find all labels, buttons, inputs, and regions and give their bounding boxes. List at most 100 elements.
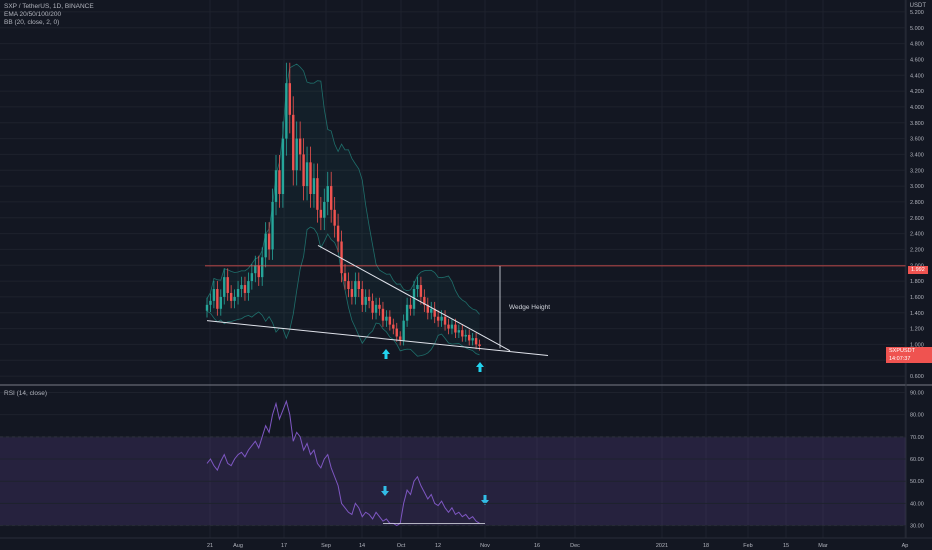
candle-up: [295, 138, 298, 171]
candle-up: [402, 320, 405, 341]
price-tick-label: 4.400: [910, 73, 924, 79]
price-tick-label: 1.400: [910, 311, 924, 317]
candle-down: [226, 277, 229, 293]
bb-legend[interactable]: BB (20, close, 2, 0): [4, 19, 60, 26]
price-tag-time: 14:07:37: [889, 356, 911, 362]
time-tick-label: 21: [207, 543, 213, 549]
rsi-tick-label: 30.00: [910, 524, 924, 530]
candle-down: [423, 296, 426, 305]
time-tick-label: 16: [534, 543, 540, 549]
rsi-tick-label: 80.00: [910, 413, 924, 419]
time-tick-label: 2021: [656, 543, 668, 549]
candle-down: [399, 336, 402, 341]
down-arrow-icon: [381, 486, 389, 496]
candle-up: [250, 273, 254, 282]
candle-down: [243, 285, 247, 293]
candle-up: [457, 330, 461, 333]
candle-up: [223, 277, 226, 297]
rsi-tick-label: 50.00: [910, 479, 924, 485]
up-arrow-icon-shape: [382, 349, 390, 359]
candle-down: [443, 316, 447, 325]
candle-up: [271, 201, 274, 250]
symbol-title[interactable]: SXP / TetherUS, 1D, BINANCE: [4, 3, 94, 10]
candle-up: [430, 308, 433, 313]
price-tick-label: 5.200: [910, 10, 924, 16]
candle-down: [333, 209, 336, 226]
time-tick-label: 15: [783, 543, 789, 549]
candle-up: [254, 265, 257, 274]
candle-up: [205, 304, 209, 311]
candle-up: [354, 281, 357, 297]
ema-legend[interactable]: EMA 20/50/100/200: [4, 11, 62, 18]
candle-down: [257, 265, 260, 278]
time-tick-label: 17: [281, 543, 287, 549]
rsi-line: [206, 399, 480, 527]
candle-down: [288, 83, 291, 115]
rsi-legend[interactable]: RSI (14, close): [4, 390, 47, 397]
candle-down: [447, 324, 450, 329]
time-tick-label: 18: [703, 543, 709, 549]
candle-down: [298, 138, 302, 155]
candle-up: [264, 233, 267, 258]
price-tick-label: 2.400: [910, 232, 924, 238]
price-tick-label: 4.800: [910, 42, 924, 48]
drawings: [205, 245, 906, 505]
candle-up: [219, 296, 222, 309]
rsi-tick-label: 40.00: [910, 501, 924, 507]
price-tick-label: 4.000: [910, 105, 924, 111]
candle-down: [319, 209, 323, 218]
candle-down: [278, 170, 281, 194]
candle-down: [309, 162, 312, 194]
candle-up: [323, 201, 326, 218]
candle-down: [468, 334, 471, 341]
time-tick-label: 14: [359, 543, 365, 549]
wedge-lower-line: [206, 320, 549, 356]
candle-down: [433, 308, 436, 317]
bb-fill: [207, 64, 480, 357]
time-tick-label: Oct: [397, 543, 406, 549]
up-arrow-icon: [476, 362, 484, 372]
candle-down: [340, 241, 343, 274]
candle-up: [326, 186, 329, 202]
candle-up: [247, 281, 250, 293]
candle-up: [464, 334, 467, 337]
price-tick-label: 3.400: [910, 152, 924, 158]
price-tick-label: 2.800: [910, 200, 924, 206]
candle-up: [405, 304, 409, 321]
bollinger-bands: [206, 63, 480, 357]
price-tick-label: 5.000: [910, 26, 924, 32]
candle-up: [385, 316, 388, 321]
price-tick-label: 2.600: [910, 216, 924, 222]
candle-up: [364, 296, 367, 305]
candle-up: [285, 83, 288, 139]
price-unit: USDT: [909, 3, 926, 9]
down-arrow-icon-shape: [481, 495, 489, 505]
up-arrow-icon-shape: [476, 362, 484, 372]
candle-down: [302, 154, 305, 187]
time-tick-label: Ap: [902, 543, 909, 549]
candle-up: [233, 296, 236, 301]
price-tick-label: 2.200: [910, 247, 924, 253]
down-arrow-icon-shape: [381, 486, 389, 496]
candle-down: [388, 316, 392, 325]
candle-up: [440, 316, 443, 321]
up-arrow-icon: [382, 349, 390, 359]
candle-down: [267, 233, 271, 250]
candle-down: [361, 289, 364, 305]
candle-down: [330, 186, 333, 210]
price-tick-label: 3.600: [910, 137, 924, 143]
price-tick-label: 4.600: [910, 57, 924, 63]
wedge-upper-line: [317, 245, 511, 352]
candle-down: [395, 328, 398, 337]
time-tick-label: Mar: [818, 543, 828, 549]
candle-up: [412, 289, 416, 309]
price-tick-label: 4.200: [910, 89, 924, 95]
price-tick-label: 1.800: [910, 279, 924, 285]
candle-up: [312, 178, 316, 194]
candle-down: [336, 225, 340, 242]
grid: [0, 0, 906, 538]
time-tick-label: Aug: [233, 543, 243, 549]
candle-up: [240, 285, 243, 289]
